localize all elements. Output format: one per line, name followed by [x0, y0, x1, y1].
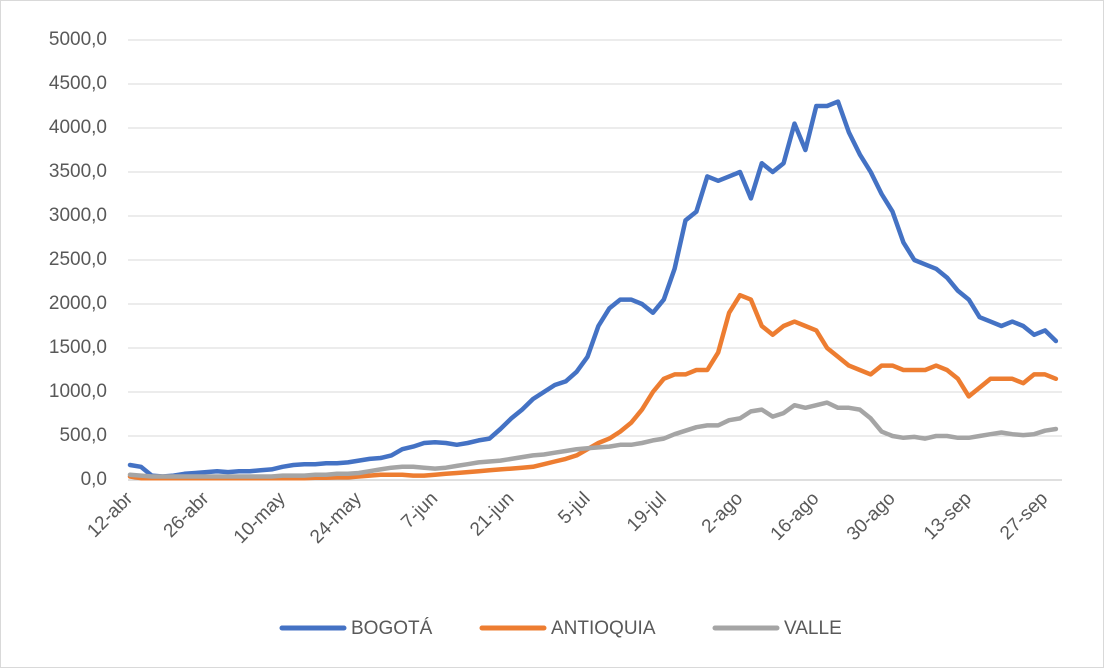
legend-label: VALLE — [784, 618, 842, 639]
y-tick-label: 3000,0 — [49, 205, 107, 226]
y-tick-label: 500,0 — [59, 425, 107, 446]
y-tick-label: 1000,0 — [49, 381, 107, 402]
legend-label: BOGOTÁ — [351, 618, 433, 639]
series-line — [127, 400, 1059, 479]
y-tick-label: 5000,0 — [49, 29, 107, 50]
y-tick-label: 2000,0 — [49, 293, 107, 314]
legend-label: ANTIOQUIA — [551, 618, 656, 639]
y-tick-label: 1500,0 — [49, 337, 107, 358]
y-tick-label: 4000,0 — [49, 117, 107, 138]
y-tick-label: 4500,0 — [49, 73, 107, 94]
series-line — [127, 99, 1059, 479]
y-tick-label: 0,0 — [81, 469, 107, 490]
y-tick-label: 2500,0 — [49, 249, 107, 270]
y-tick-label: 3500,0 — [49, 161, 107, 182]
